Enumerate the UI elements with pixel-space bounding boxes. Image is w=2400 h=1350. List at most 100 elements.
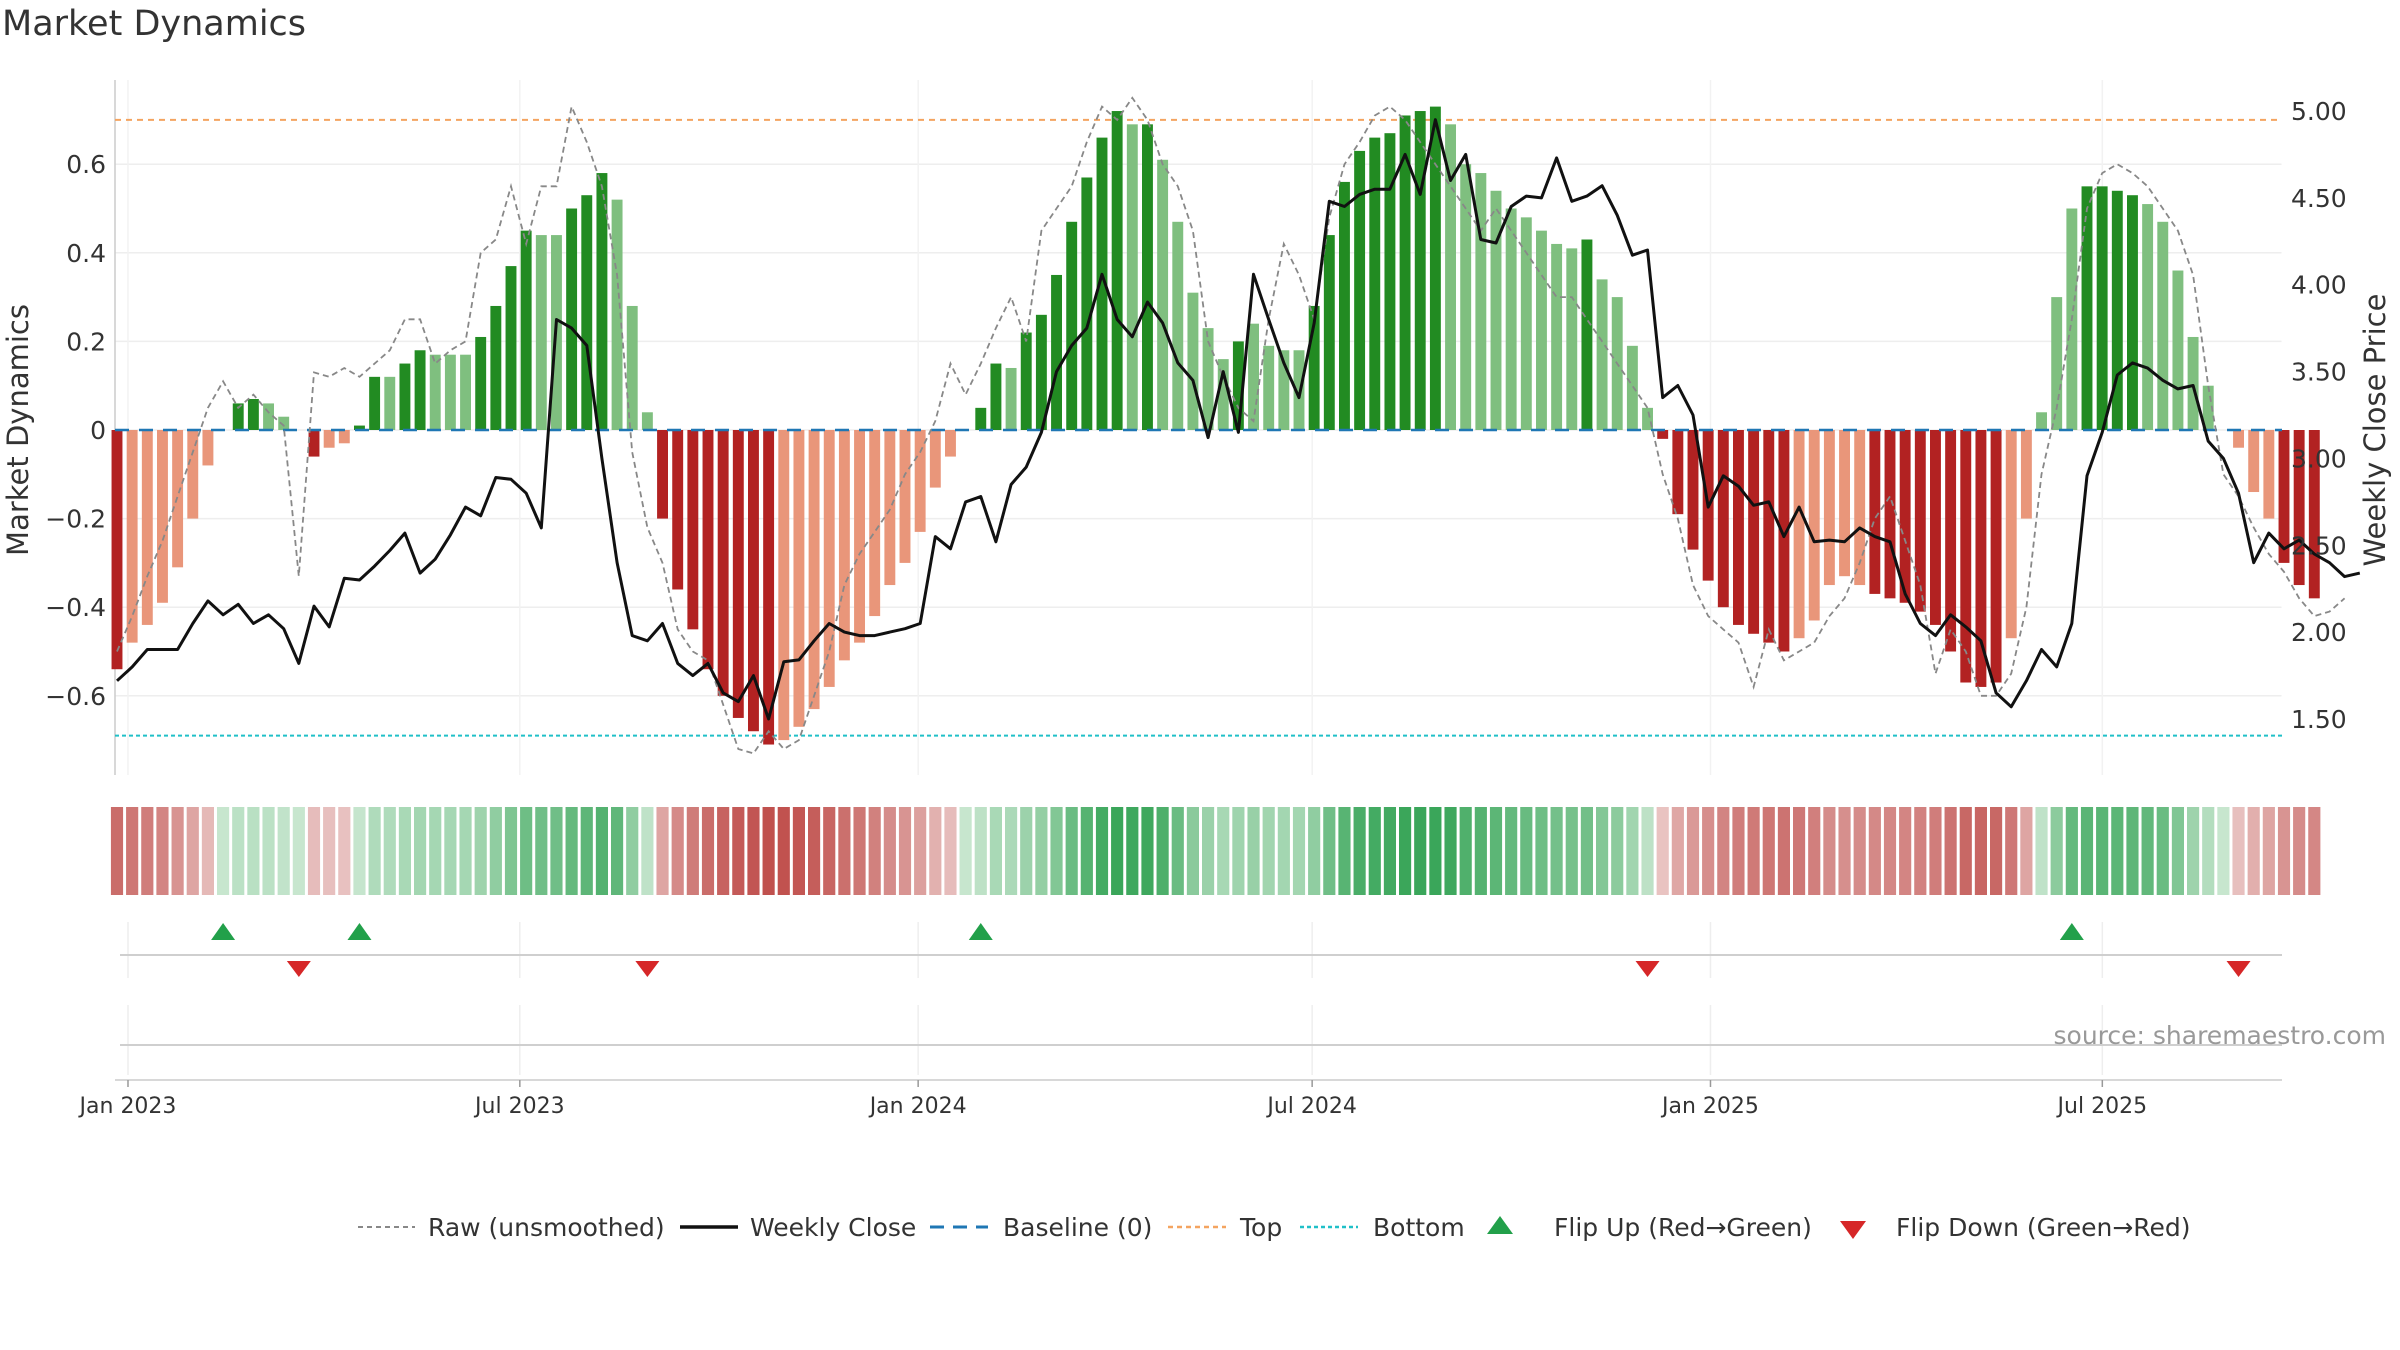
heat-cell — [792, 807, 805, 895]
heat-cell — [1838, 807, 1851, 895]
dynamics-bar — [1323, 235, 1335, 430]
heat-cell — [2065, 807, 2078, 895]
dynamics-bar — [1884, 430, 1896, 599]
right-tick-label: 3.50 — [2291, 358, 2347, 387]
heat-cell — [1020, 807, 1033, 895]
heat-cell — [1217, 807, 1230, 895]
x-tick-label: Jul 2024 — [1265, 1094, 1357, 1119]
dynamics-bar — [1020, 332, 1032, 430]
heat-cell — [1111, 807, 1124, 895]
dynamics-bar — [1733, 430, 1744, 625]
heat-cell — [1459, 807, 1472, 895]
dynamics-bar — [490, 305, 502, 430]
heat-cell — [535, 807, 548, 895]
heat-cell — [1247, 807, 1260, 895]
dynamics-bar — [1126, 124, 1138, 430]
dynamics-bar — [1960, 430, 1972, 683]
heat-cell — [2111, 807, 2124, 895]
heat-cell — [1732, 807, 1745, 895]
heat-cell — [883, 807, 896, 895]
heat-cell — [1747, 807, 1760, 895]
dynamics-bar — [1369, 137, 1381, 430]
heat-cell — [701, 807, 715, 895]
heat-cell — [656, 807, 669, 895]
dynamics-bar — [823, 430, 835, 687]
x-tick-label: Jan 2025 — [1660, 1094, 1759, 1119]
dynamics-bar — [2278, 430, 2290, 563]
dynamics-bar — [429, 354, 441, 430]
heat-cell — [1368, 807, 1381, 895]
dynamics-bar — [1596, 279, 1608, 430]
dynamics-bar — [1581, 239, 1593, 430]
heat-cell — [1990, 807, 2003, 895]
dynamics-bar — [1551, 243, 1563, 430]
dynamics-bar — [1672, 430, 1684, 515]
heat-cell — [1262, 807, 1275, 895]
heat-cell — [1550, 807, 1563, 895]
dynamics-bar — [247, 398, 259, 430]
heat-cell — [156, 807, 169, 895]
dynamics-bar — [1475, 173, 1487, 430]
dynamics-bar — [884, 430, 896, 586]
heat-cell — [1444, 807, 1457, 895]
dynamics-bar — [1793, 430, 1805, 639]
signal-heat-strip — [110, 807, 2321, 895]
dynamics-bar — [1384, 133, 1396, 430]
left-tick-label: −0.6 — [45, 682, 106, 711]
dynamics-bar — [1536, 230, 1547, 430]
heat-cell — [1808, 807, 1821, 895]
heat-cell — [1929, 807, 1942, 895]
heat-cell — [141, 807, 154, 895]
heat-cell — [307, 807, 321, 895]
dynamics-bar — [475, 336, 487, 430]
dynamics-bar — [626, 305, 638, 430]
dynamics-bar — [1520, 217, 1532, 430]
dynamics-bar — [717, 430, 729, 696]
dynamics-bar — [2142, 204, 2154, 430]
right-tick-label: 2.50 — [2291, 531, 2347, 560]
right-tick-label: 4.00 — [2291, 271, 2347, 300]
heat-cell — [1899, 807, 1912, 895]
dynamics-bar — [444, 354, 456, 430]
dynamics-bar — [157, 430, 168, 603]
heat-cell — [262, 807, 275, 895]
legend-flip-down-icon — [1840, 1221, 1866, 1239]
dynamics-bar — [641, 412, 653, 430]
heat-cell — [1489, 807, 1503, 895]
heat-cell — [277, 807, 290, 895]
heat-cell — [171, 807, 184, 895]
heat-cell — [1156, 807, 1169, 895]
dynamics-bar — [141, 430, 153, 625]
heat-cell — [398, 807, 411, 895]
chart-legend: Raw (unsmoothed) Weekly Close Baseline (… — [358, 1213, 2191, 1242]
flip-up-icon — [211, 923, 236, 940]
left-tick-label: 0.6 — [66, 150, 106, 179]
dynamics-bar — [2051, 297, 2063, 430]
heat-cell — [1959, 807, 1972, 895]
heat-cell — [626, 807, 639, 895]
dynamics-bar — [975, 407, 987, 430]
legend-flip-up-icon — [1487, 1216, 1513, 1234]
heat-cell — [1338, 807, 1351, 895]
heat-cell — [1686, 807, 1700, 895]
left-tick-label: −0.4 — [45, 593, 106, 622]
dynamics-bar — [263, 403, 274, 430]
heat-cell — [868, 807, 881, 895]
heat-cell — [1186, 807, 1199, 895]
dynamics-bar — [2233, 430, 2244, 448]
heat-cell — [1671, 807, 1684, 895]
heat-cell — [1611, 807, 1624, 895]
source-credit: source: sharemaestro.com — [2054, 1021, 2387, 1050]
legend-top-label: Top — [1239, 1213, 1282, 1242]
heat-cell — [2080, 807, 2094, 895]
dynamics-bar — [2308, 430, 2320, 599]
dynamics-bar — [1263, 345, 1275, 430]
dynamics-bar — [1930, 430, 1941, 625]
heat-cell — [1399, 807, 1412, 895]
dynamics-bar — [808, 430, 820, 710]
heat-cell — [1095, 807, 1109, 895]
heat-cell — [1702, 807, 1715, 895]
dynamics-bar — [1808, 430, 1820, 621]
dynamics-bar — [1217, 359, 1229, 430]
heat-cell — [1853, 807, 1866, 895]
